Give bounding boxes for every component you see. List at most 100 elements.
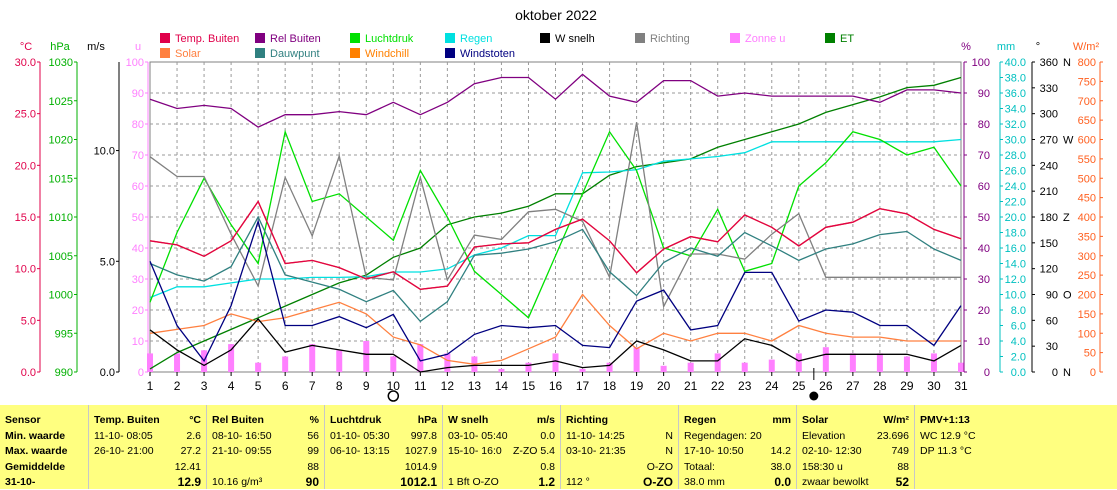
sun-bar (417, 344, 424, 372)
sun-bar (282, 356, 289, 372)
axis-tick-label-wind: 5.0 (100, 256, 115, 268)
table-cell-label: 02-10- 12:30 (802, 445, 862, 457)
x-tick-label: 9 (363, 379, 370, 393)
table-header: Luchtdruk hPa (325, 413, 442, 428)
axis-tick-label-solar: 100 (1078, 328, 1096, 340)
sun-bar (579, 368, 586, 372)
table-row: DP 11.3 °C (915, 444, 1117, 459)
axis-tick-label-sun: 100 (126, 57, 144, 69)
axis-tick-label-temp: 10.0 (15, 264, 36, 276)
sun-bar (687, 362, 694, 372)
axis-tick-label-rain: 12.0 (1005, 274, 1026, 286)
sun-bar (255, 362, 262, 372)
chart-legend: Temp. Buiten Rel Buiten Luchtdruk Regen W sn… (160, 33, 854, 60)
table-header: W snelh m/s (443, 413, 560, 428)
sun-bar (606, 362, 613, 372)
table-row: 12.9 (89, 475, 206, 490)
axis-tick-label-sun: 50 (132, 212, 144, 224)
axis-tick-label-dir: 30 (1046, 341, 1058, 353)
axis-tick-label-wind: 10.0 (94, 146, 115, 158)
table-cell-label: 21-10- 09:55 (212, 445, 272, 457)
axis-tick-label-dir: 360 (1040, 57, 1058, 69)
axis-tick-label-dir: 210 (1040, 186, 1058, 198)
table-cell-value: 749 (891, 445, 909, 457)
table-cell-value: 12.9 (177, 475, 201, 489)
legend-swatch (255, 48, 265, 58)
sun-bar (768, 359, 775, 372)
axis-tick-label-rain: 26.0 (1005, 166, 1026, 178)
legend-label: Temp. Buiten (175, 33, 239, 45)
sun-bar (958, 362, 964, 372)
table-row: Max. waarde (0, 444, 88, 459)
axis-tick-label-temp: 15.0 (15, 212, 36, 224)
axis-tick-label-press: 1020 (49, 135, 73, 147)
axis-tick-label-sun: 90 (132, 88, 144, 100)
axis-tick-label-sun: 40 (132, 243, 144, 255)
axis-tick-label-rain: 28.0 (1005, 150, 1026, 162)
table-cell-label: Solar (802, 414, 829, 426)
table-cell-label: 17-10- 10:50 (684, 445, 744, 457)
table-cell-label: 26-10- 21:00 (94, 445, 154, 457)
table-row: 1012.1 (325, 475, 442, 490)
table-header: PMV+1:13 (915, 413, 1117, 428)
axis-tick-label-rain: 38.0 (1005, 73, 1026, 85)
axis-tick-label-solar: 400 (1078, 212, 1096, 224)
legend-label: Richting (650, 33, 690, 45)
table-cell-value: 14.2 (770, 445, 791, 457)
sun-bar (498, 368, 505, 372)
table-cell-value: 0.0 (774, 475, 791, 489)
axis-tick-label-sun: 80 (132, 119, 144, 131)
axis-unit-label: m/s (87, 41, 105, 53)
axis-tick-label-dir: 300 (1040, 109, 1058, 121)
axis-tick-label-press: 1030 (49, 57, 73, 69)
axis-tick-label-press: 995 (55, 328, 73, 340)
table-column: Rel Buiten% 08-10- 16:50 56 21-10- 09:55 99 8… (206, 405, 324, 489)
axis-tick-label-rain: 14.0 (1005, 259, 1026, 271)
x-tick-label: 16 (549, 379, 563, 393)
axis-tick-label-rain: 40.0 (1005, 57, 1026, 69)
axis-tick-label-dir: 150 (1040, 238, 1058, 250)
filled-circle-marker (809, 391, 819, 401)
axis-tick-label-hum: 90 (978, 88, 990, 100)
series-lines (149, 73, 962, 373)
table-cell-value: O-ZO (646, 460, 673, 473)
axis-tick-label-hum: 10 (978, 336, 990, 348)
legend-swatch (825, 33, 835, 43)
series-line-rel-buiten (149, 73, 962, 128)
x-tick-label: 22 (711, 379, 725, 393)
legend-label: Dauwpunt (270, 48, 320, 60)
table-row: 15-10- 16:0 Z-ZO 5.4 (443, 444, 560, 459)
axis-tick-label-temp: 0.0 (21, 367, 36, 379)
axis-tick-label-solar: 750 (1078, 76, 1096, 88)
table-row: 0.8 (443, 460, 560, 475)
table-cell-label: Luchtdruk (330, 414, 382, 426)
axis-tick-label-solar: 350 (1078, 231, 1096, 243)
table-cell-label: 15-10- 16:0 (448, 445, 502, 457)
axis-tick-label-sun: 30 (132, 274, 144, 286)
table-row: 38.0 mm 0.0 (679, 475, 796, 490)
table-row: 88 (207, 460, 324, 475)
table-row: 1014.9 (325, 460, 442, 475)
legend-swatch (255, 33, 265, 43)
sun-bar (903, 356, 910, 372)
axis-tick-label-temp: 25.0 (15, 109, 36, 121)
axis-unit-label: u (135, 41, 141, 53)
table-cell-label: 03-10- 21:35 (566, 445, 626, 457)
axis-tick-label-press: 1005 (49, 251, 73, 263)
x-tick-label: 5 (255, 379, 262, 393)
table-row (915, 460, 1117, 475)
axis-tick-label-rain: 36.0 (1005, 88, 1026, 100)
legend-label: ET (840, 33, 854, 45)
axis-tick-label-hum: 70 (978, 150, 990, 162)
table-row: 06-10- 13:15 1027.9 (325, 444, 442, 459)
table-row (915, 475, 1117, 490)
table-row: 31-10- (0, 475, 88, 490)
table-header: Regen mm (679, 413, 796, 428)
table-cell-label: PMV+1:13 (920, 414, 970, 426)
axis-tick-label-rain: 4.0 (1011, 336, 1026, 348)
x-tick-label: 31 (954, 379, 968, 393)
open-circle-marker (387, 390, 400, 402)
axis-tick-label-dir: 240 (1040, 160, 1058, 172)
table-cell-value: 56 (307, 429, 319, 442)
series-line-w-snelh (149, 317, 962, 373)
